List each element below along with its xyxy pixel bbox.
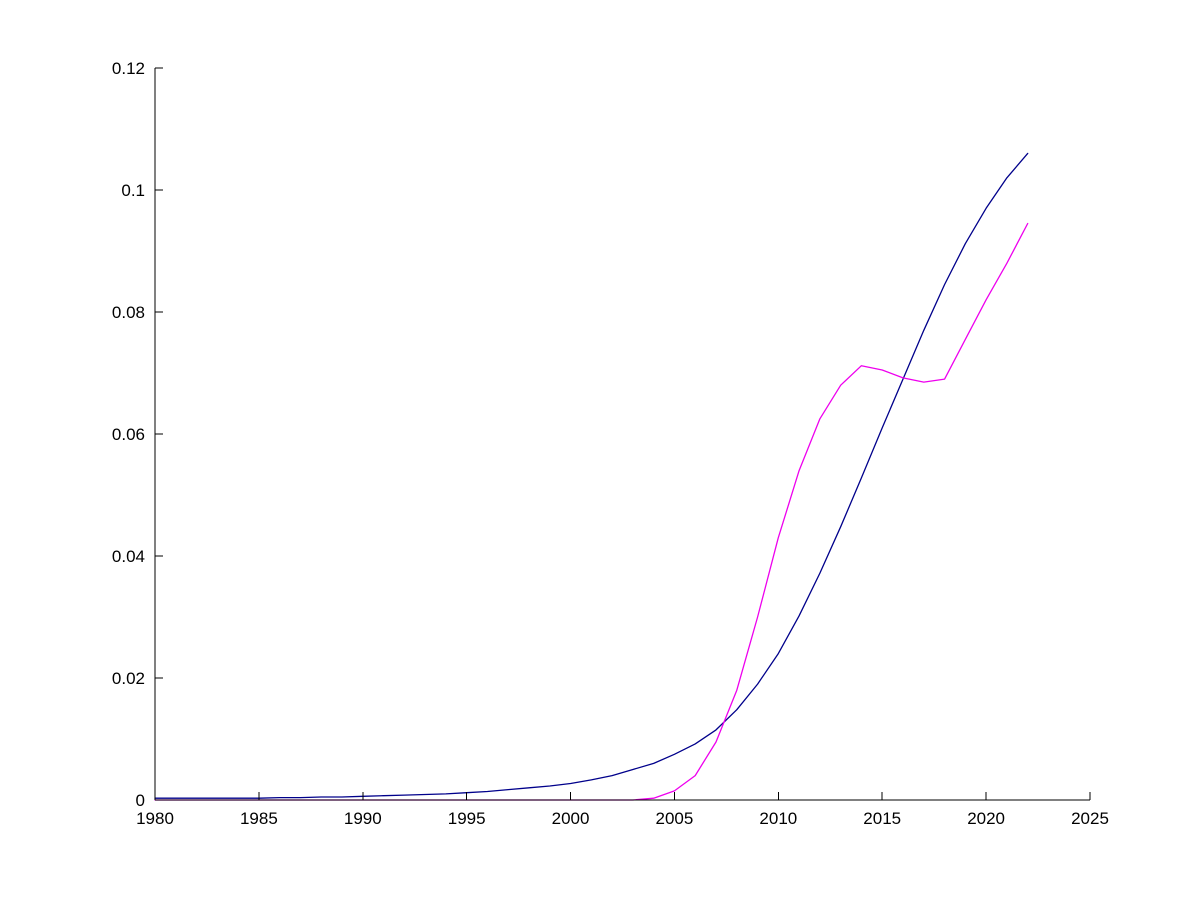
x-tick-label: 1995 [448,809,486,828]
y-tick-label: 0.12 [112,59,145,78]
x-tick-label: 2000 [552,809,590,828]
line-dark-blue-series [154,152,1029,799]
x-tick-label: 2010 [759,809,797,828]
y-tick-label: 0.04 [112,547,145,566]
y-tick-label: 0.06 [112,425,145,444]
x-tick-label: 2005 [656,809,694,828]
plot-area [155,68,1090,800]
x-tick-label: 2020 [967,809,1005,828]
x-tick-label: 2015 [863,809,901,828]
y-tick-label: 0.08 [112,303,145,322]
x-tick-label: 1985 [240,809,278,828]
y-tick-label: 0 [136,791,145,810]
y-tick-label: 0.1 [121,181,145,200]
x-tick-label: 1980 [136,809,174,828]
x-tick-label: 1990 [344,809,382,828]
x-tick-label: 2025 [1071,809,1109,828]
y-tick-label: 0.02 [112,669,145,688]
